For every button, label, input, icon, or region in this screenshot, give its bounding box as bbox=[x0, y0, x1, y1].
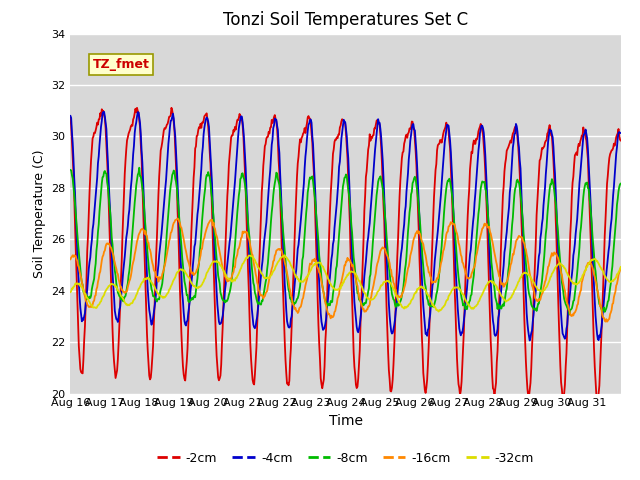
Text: TZ_fmet: TZ_fmet bbox=[92, 58, 149, 71]
X-axis label: Time: Time bbox=[328, 414, 363, 428]
Y-axis label: Soil Temperature (C): Soil Temperature (C) bbox=[33, 149, 45, 278]
Legend: -2cm, -4cm, -8cm, -16cm, -32cm: -2cm, -4cm, -8cm, -16cm, -32cm bbox=[152, 447, 539, 469]
Title: Tonzi Soil Temperatures Set C: Tonzi Soil Temperatures Set C bbox=[223, 11, 468, 29]
